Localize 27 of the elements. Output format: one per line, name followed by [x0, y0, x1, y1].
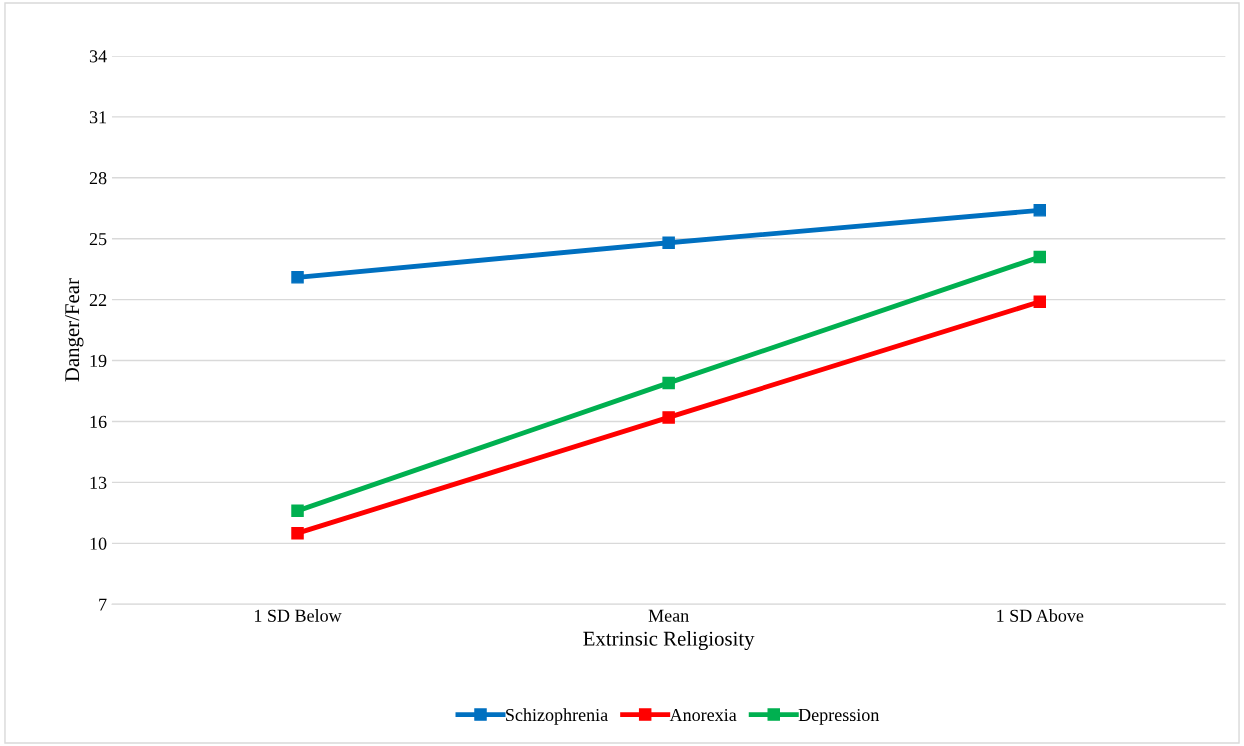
y-tick-label: 22 [89, 293, 107, 306]
y-tick-label: 16 [90, 415, 107, 428]
y-axis-title: Danger/Fear [65, 278, 84, 382]
point [1033, 295, 1047, 308]
legend-label: Depression [798, 708, 880, 725]
x-axis-title: Extrinsic Religiosity [583, 631, 755, 650]
point [291, 504, 304, 518]
y-tick-label: 10 [90, 537, 107, 550]
point [1033, 250, 1047, 264]
y-tick-label: 31 [89, 111, 107, 124]
y-tick-label: 13 [90, 476, 107, 489]
y-tick-label: 7 [99, 598, 107, 611]
point [291, 526, 304, 540]
x-tick-label: Mean [648, 609, 689, 622]
x-tick-label: 1 SD Above [997, 609, 1084, 622]
y-tick-label: 25 [89, 233, 107, 246]
point [662, 236, 675, 250]
point [662, 376, 675, 390]
y-tick-label: 34 [89, 50, 107, 63]
y-tick-label: 19 [90, 354, 107, 368]
legend-label: Anorexia [669, 708, 737, 722]
point [1033, 204, 1047, 217]
y-tick-label: 28 [89, 172, 107, 185]
x-tick-label: 1 SD Below [254, 609, 342, 622]
point [291, 271, 304, 284]
point [662, 411, 675, 424]
legend-label: Schizophrenia [506, 708, 608, 725]
